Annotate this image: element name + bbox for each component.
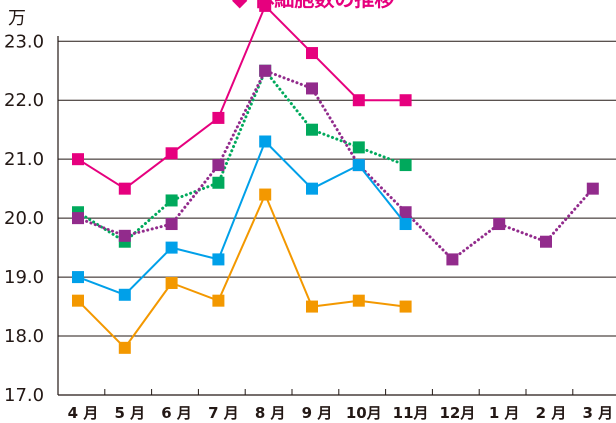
- data-point: [399, 159, 412, 172]
- series-2: [72, 64, 412, 248]
- data-point: [306, 82, 318, 95]
- y-tick-label: 23.0: [4, 31, 44, 52]
- y-axis-ticks: 17.0 18.0 19.0 20.0 21.0 22.0 23.0: [4, 31, 44, 406]
- data-point: [352, 294, 365, 307]
- data-point: [118, 288, 131, 301]
- data-point: [540, 235, 552, 248]
- series-3: [72, 64, 599, 266]
- data-point: [306, 300, 318, 313]
- data-point: [165, 147, 178, 160]
- data-point: [259, 188, 272, 201]
- series-1: [72, 0, 412, 195]
- series-line: [77, 193, 406, 349]
- x-tick-label: 2 月: [536, 404, 567, 422]
- data-point: [212, 111, 225, 124]
- series-line: [77, 140, 407, 296]
- data-point: [165, 218, 178, 231]
- data-point: [72, 212, 84, 225]
- x-tick-label: 12月: [439, 404, 475, 422]
- data-point: [446, 253, 459, 266]
- data-point: [72, 294, 84, 307]
- data-point: [118, 341, 131, 354]
- data-point: [306, 47, 318, 60]
- x-tick-label: 7 月: [208, 404, 239, 422]
- series-5: [72, 188, 412, 354]
- y-tick-label: 17.0: [4, 385, 44, 406]
- data-point: [118, 182, 131, 195]
- data-point: [493, 218, 506, 231]
- y-tick-label: 20.0: [4, 208, 44, 229]
- data-point: [399, 300, 412, 313]
- y-tick-label: 18.0: [4, 326, 44, 347]
- data-point: [399, 218, 412, 231]
- data-point: [259, 135, 272, 148]
- data-point: [212, 253, 225, 266]
- data-point: [306, 123, 318, 136]
- x-tick-label: 1 月: [489, 404, 520, 422]
- gridlines: [58, 40, 616, 337]
- x-tick-label: 8 月: [255, 404, 286, 422]
- series-4: [72, 135, 412, 301]
- data-point: [212, 159, 225, 172]
- series-line: [76, 69, 408, 244]
- data-point: [586, 182, 599, 195]
- data-point: [399, 94, 412, 107]
- x-tick-label: 10月: [346, 404, 382, 422]
- chart-title: ◆ 体細胞数の推移: [232, 0, 394, 11]
- data-point: [352, 141, 365, 154]
- data-point: [72, 153, 84, 166]
- x-axis-ticks: 4 月 5 月 6 月 7 月 8 月 9 月 10月 11月 12月 1 月 2 月 3 月: [68, 389, 613, 422]
- data-point: [306, 182, 318, 195]
- x-tick-label: 3 月: [582, 404, 613, 422]
- x-tick-label: 4 月: [68, 404, 99, 422]
- data-point: [72, 271, 84, 284]
- data-point: [259, 64, 272, 77]
- data-point: [118, 229, 131, 242]
- chart-title-text: ◆ 体細胞数の推移: [232, 0, 394, 11]
- x-tick-label: 11月: [393, 404, 429, 422]
- y-axis-unit: 万: [8, 8, 26, 29]
- data-point: [212, 294, 225, 307]
- axes: [57, 36, 616, 396]
- data-point: [352, 159, 365, 172]
- data-point: [165, 241, 178, 254]
- x-tick-label: 9 月: [302, 404, 333, 422]
- series-group: [72, 0, 599, 354]
- data-point: [399, 206, 412, 219]
- series-line: [76, 69, 595, 261]
- x-tick-label: 6 月: [161, 404, 192, 422]
- series-line: [77, 4, 406, 190]
- y-tick-label: 22.0: [4, 90, 44, 111]
- y-tick-label: 19.0: [4, 267, 44, 288]
- data-point: [165, 276, 178, 289]
- y-tick-label: 21.0: [4, 149, 44, 170]
- data-point: [259, 0, 272, 12]
- data-point: [212, 176, 225, 189]
- x-tick-label: 5 月: [114, 404, 145, 422]
- data-point: [165, 194, 178, 207]
- data-point: [352, 94, 365, 107]
